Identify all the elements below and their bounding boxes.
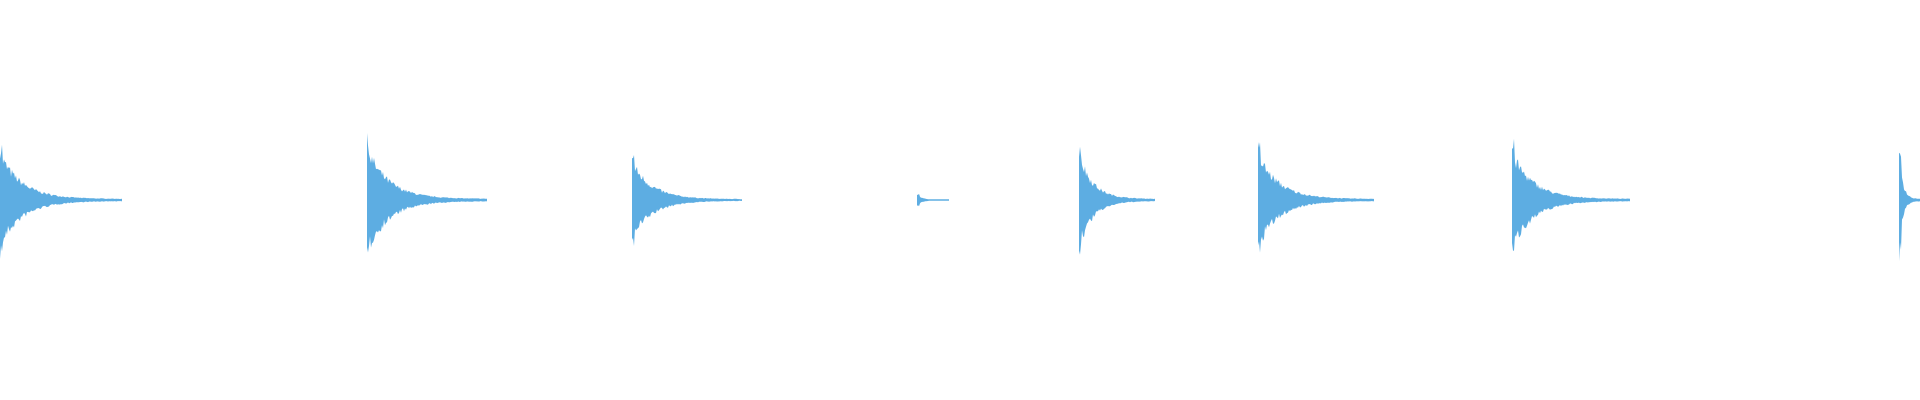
waveform-envelope [1079, 146, 1155, 255]
waveform-burst [917, 193, 949, 207]
waveform-envelope [1258, 142, 1374, 253]
waveform-burst [0, 144, 122, 259]
waveform-burst [367, 133, 487, 253]
waveform-envelope [1899, 152, 1920, 262]
waveform-envelope [367, 133, 487, 253]
waveform-envelope [1512, 138, 1630, 251]
waveform-burst [1258, 142, 1374, 253]
waveform-burst [632, 155, 742, 246]
waveform-envelope [0, 144, 122, 259]
waveform-envelope [632, 155, 742, 246]
waveform-envelope [917, 193, 949, 207]
waveform-burst [1512, 138, 1630, 251]
waveform-burst [1899, 152, 1920, 262]
waveform-burst [1079, 146, 1155, 255]
